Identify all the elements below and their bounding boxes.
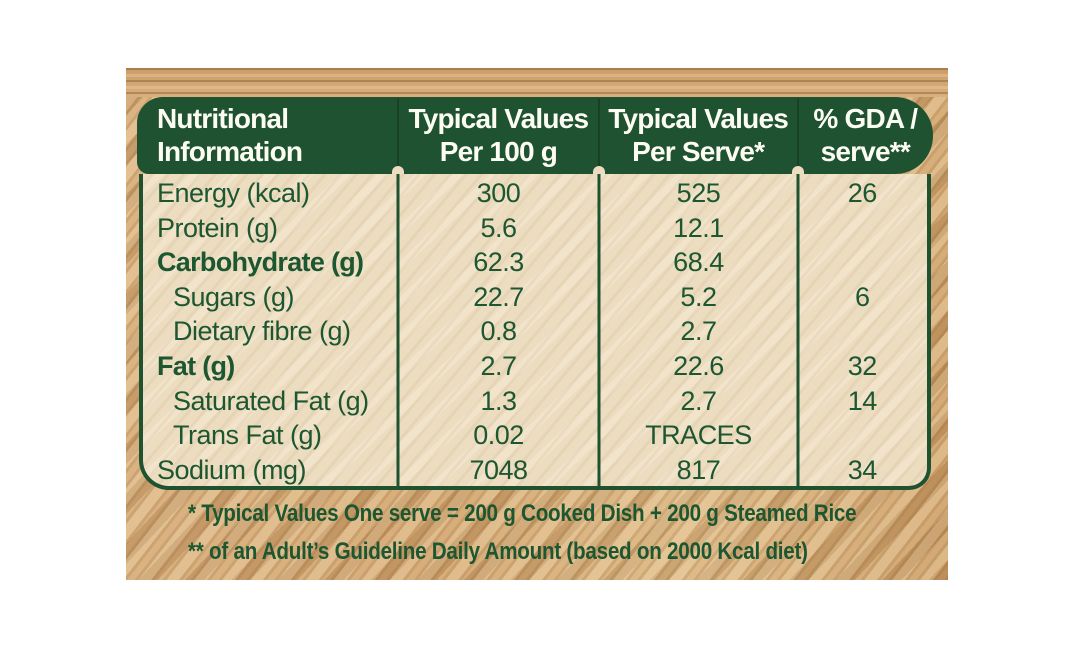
table-header: Nutritional Information Typical Values P… — [137, 97, 933, 174]
value-gda — [798, 418, 927, 453]
value-gda: 34 — [847, 454, 878, 485]
header-bottom-notch — [592, 166, 605, 174]
value-per-100g: 2.7 — [480, 350, 518, 381]
table-body: Energy (kcal) 300 525 26 Protein (g) 5.6… — [139, 174, 931, 490]
value-gda: 26 — [847, 178, 878, 208]
table-row-protein: Protein (g) 5.6 12.1 — [143, 211, 927, 246]
wood-background-photo: Nutritional Information Typical Values P… — [126, 68, 948, 580]
value-per-serve: 2.7 — [680, 385, 717, 416]
column-divider — [597, 174, 601, 486]
table-row-trans-fat: Trans Fat (g) 0.02 TRACES — [143, 418, 927, 453]
header-line: Per Serve* — [632, 136, 765, 167]
value-gda — [798, 314, 927, 349]
table-row-sodium: Sodium (mg) 7048 817 34 — [143, 453, 927, 486]
value-per-serve: 68.4 — [673, 247, 724, 278]
value-per-100g: 300 — [476, 178, 521, 208]
row-label: Trans Fat (g) — [173, 420, 322, 451]
row-label: Energy (kcal) — [157, 178, 310, 208]
footnote-text: ** of an Adult’s Guideline Daily Amount … — [188, 538, 808, 565]
value-per-100g: 0.8 — [480, 316, 518, 347]
header-line: % GDA / — [813, 103, 918, 134]
value-per-100g: 1.3 — [480, 385, 518, 416]
header-bottom-notch — [791, 166, 804, 174]
header-bottom-notch — [392, 166, 405, 174]
header-line: Typical Values — [608, 103, 789, 134]
table-row-carbohydrate: Carbohydrate (g) 62.3 68.4 — [143, 245, 927, 280]
value-per-serve: 5.2 — [680, 281, 717, 312]
row-label: Saturated Fat (g) — [173, 385, 369, 416]
header-column-seam — [796, 99, 799, 172]
table-row-fat: Fat (g) 2.7 22.6 32 — [143, 349, 927, 384]
header-nutritional-information: Nutritional Information — [137, 97, 398, 174]
header-line: serve** — [820, 136, 911, 167]
value-per-100g: 62.3 — [473, 247, 524, 278]
row-label: Sugars (g) — [173, 281, 295, 312]
value-per-serve: 525 — [676, 178, 721, 208]
table-row-energy: Energy (kcal) 300 525 26 — [143, 176, 927, 211]
footnote-serve-definition: * Typical Values One serve = 200 g Cooke… — [188, 498, 965, 530]
row-label: Fat (g) — [157, 350, 235, 381]
header-line: Information — [157, 136, 303, 167]
value-per-serve: 2.7 — [680, 316, 717, 347]
header-per-serve: Typical Values Per Serve* — [599, 97, 798, 174]
value-per-serve: 22.6 — [673, 350, 724, 381]
header-per-100g: Typical Values Per 100 g — [398, 97, 599, 174]
header-line: Typical Values — [408, 103, 590, 134]
value-gda — [798, 211, 927, 246]
row-label: Protein (g) — [157, 212, 278, 243]
value-per-serve: 817 — [676, 454, 721, 485]
table-rows: Energy (kcal) 300 525 26 Protein (g) 5.6… — [143, 176, 927, 486]
row-label: Carbohydrate (g) — [157, 247, 364, 278]
header-column-seam — [397, 99, 400, 172]
column-divider — [796, 174, 800, 486]
value-gda — [798, 245, 927, 280]
header-line: Per 100 g — [439, 136, 558, 167]
value-per-100g: 0.02 — [473, 420, 524, 451]
row-label: Dietary fibre (g) — [173, 316, 351, 347]
nutrition-table: Nutritional Information Typical Values P… — [137, 97, 933, 490]
value-per-100g: 22.7 — [473, 281, 524, 312]
table-row-dietary-fibre: Dietary fibre (g) 0.8 2.7 — [143, 314, 927, 349]
value-per-serve: TRACES — [645, 420, 752, 451]
column-divider — [396, 174, 400, 486]
header-gda-per-serve: % GDA / serve** — [798, 97, 933, 174]
value-per-serve: 12.1 — [673, 212, 724, 243]
table-row-saturated-fat: Saturated Fat (g) 1.3 2.7 14 — [143, 384, 927, 419]
row-label: Sodium (mg) — [157, 454, 307, 485]
header-column-seam — [597, 99, 600, 172]
value-gda: 14 — [847, 385, 878, 416]
value-gda: 32 — [847, 350, 878, 381]
footnote-text: * Typical Values One serve = 200 g Cooke… — [188, 500, 857, 527]
value-per-100g: 5.6 — [480, 212, 518, 243]
footnote-gda-definition: ** of an Adult’s Guideline Daily Amount … — [188, 536, 909, 568]
header-line: Nutritional — [157, 103, 289, 134]
value-gda: 6 — [855, 281, 870, 312]
value-per-100g: 7048 — [469, 454, 529, 485]
table-row-sugars: Sugars (g) 22.7 5.2 6 — [143, 280, 927, 315]
